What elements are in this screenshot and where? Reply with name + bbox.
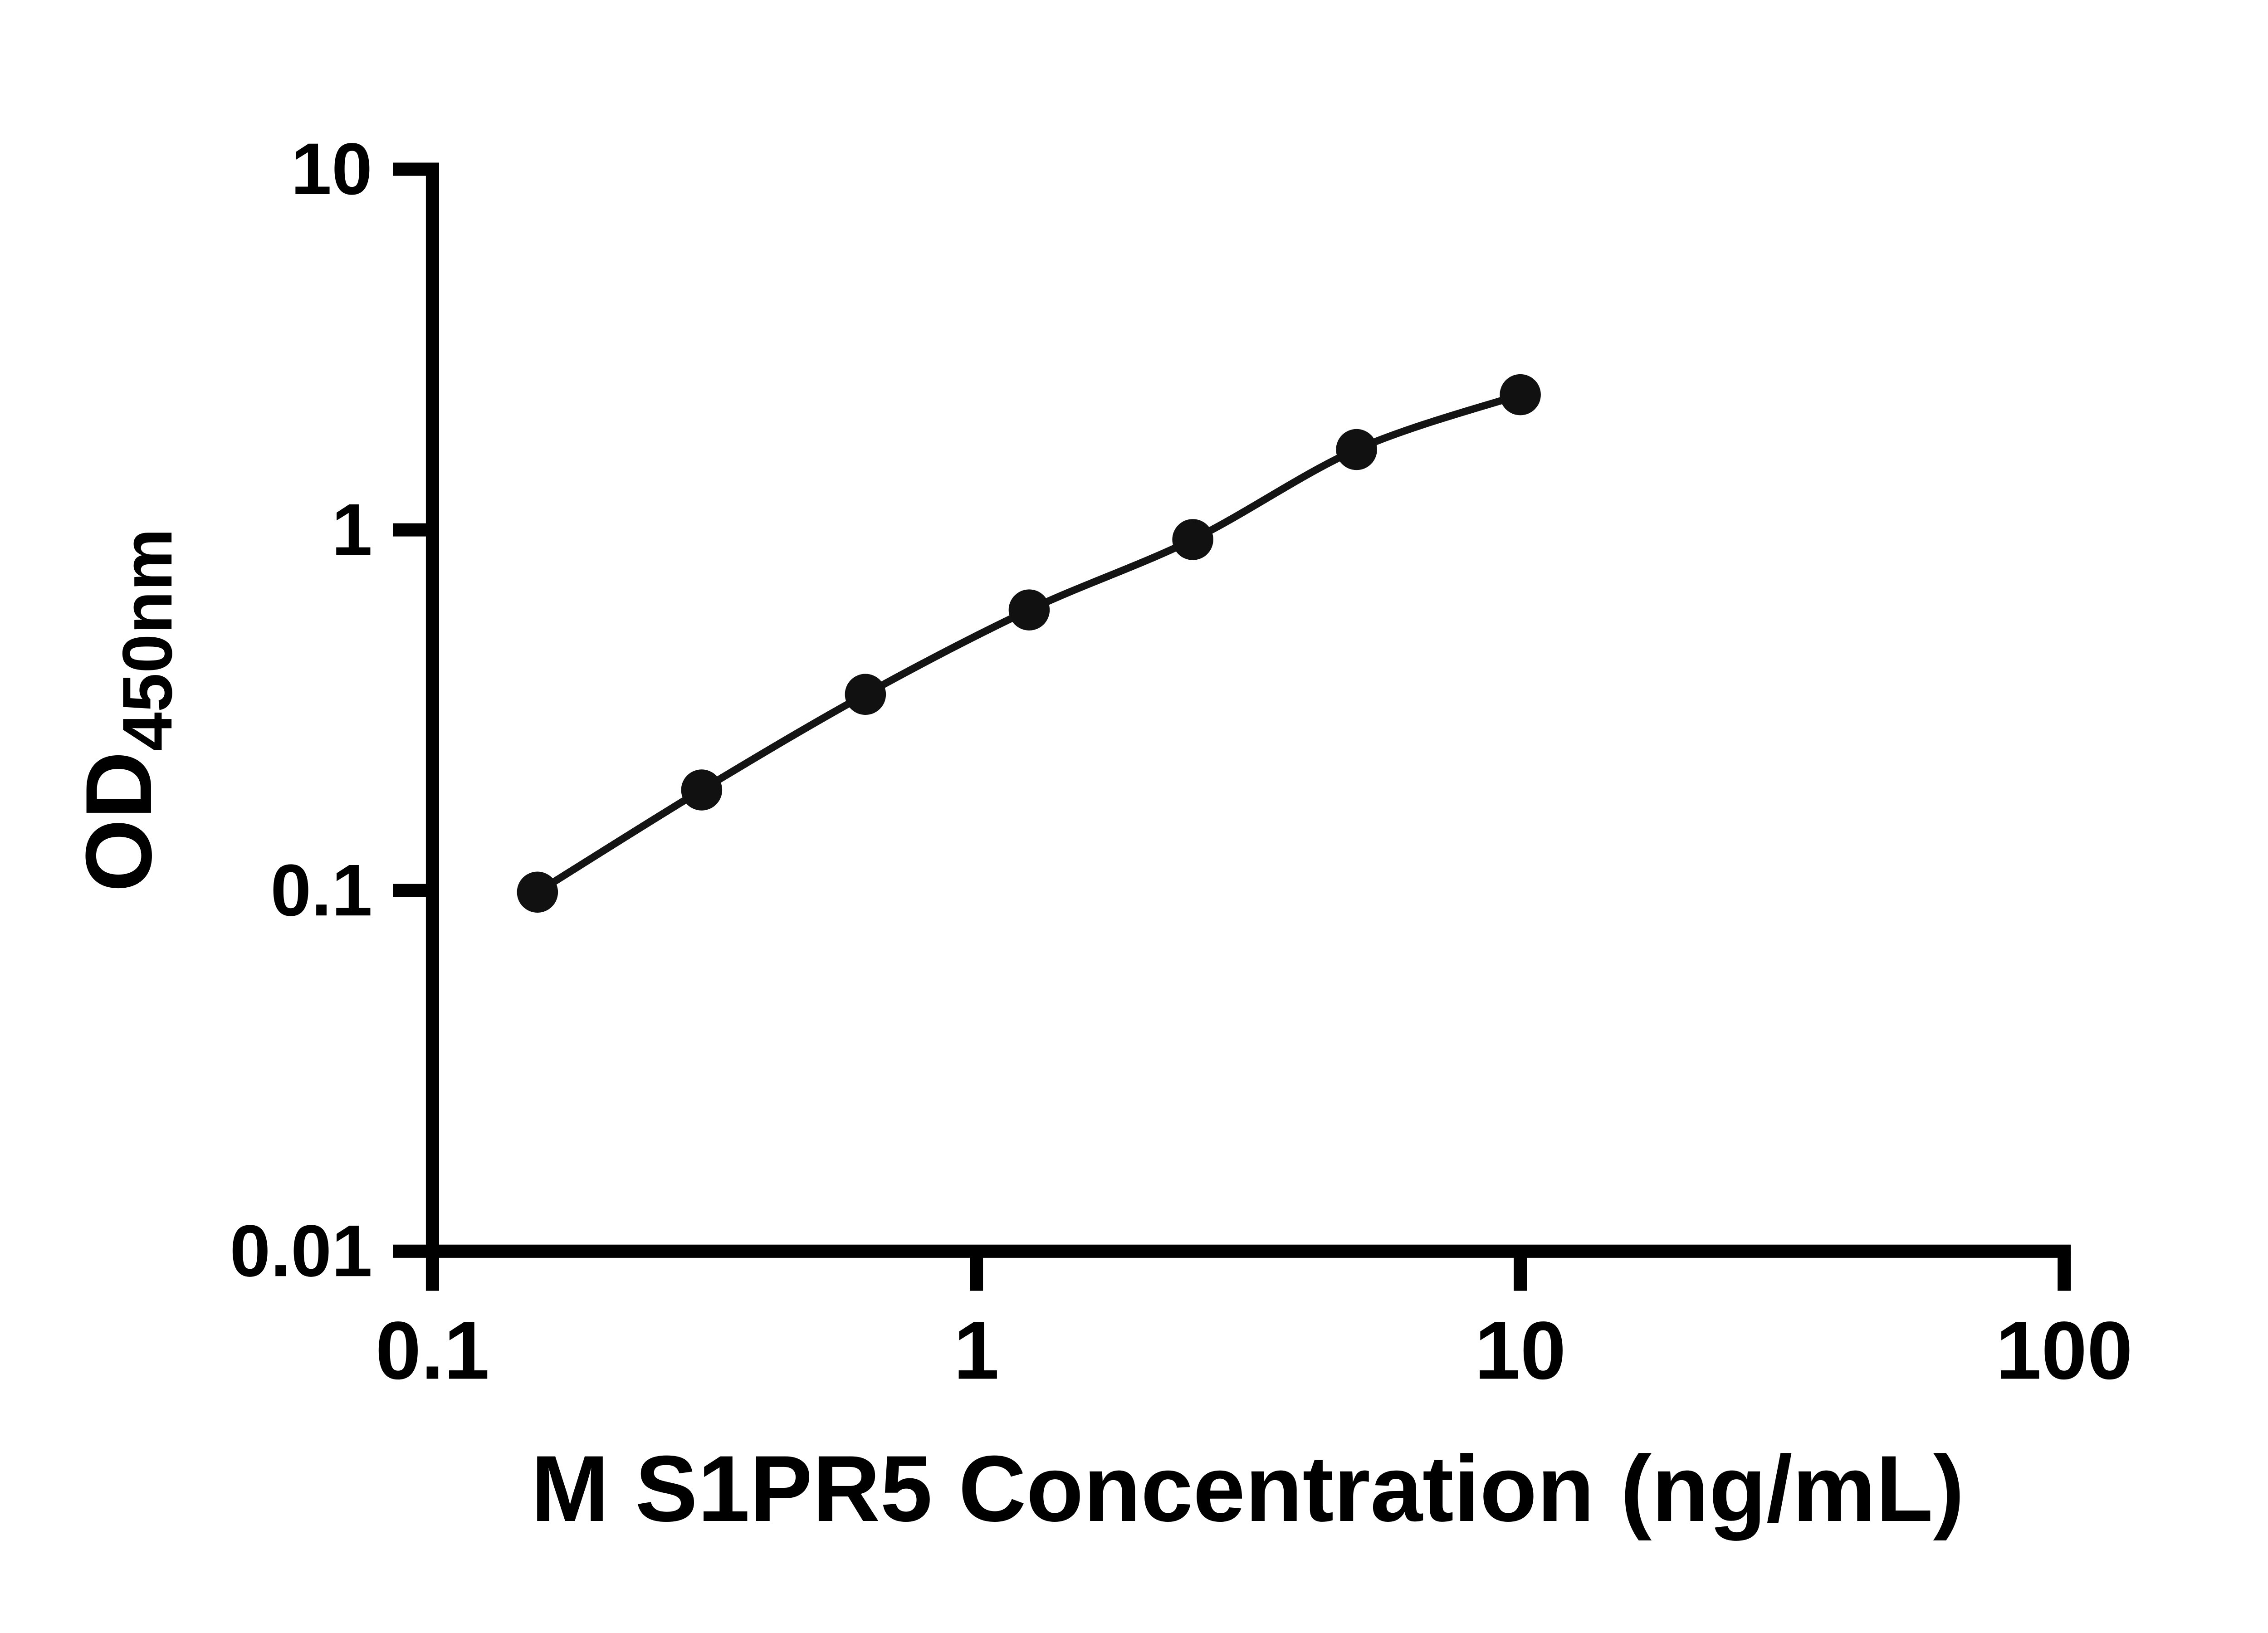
- axis-frame: [425, 162, 2071, 1258]
- x-axis-title: M S1PR5 Concentration (ng/mL): [531, 1436, 1964, 1541]
- x-tick-label: 10: [1475, 1305, 1566, 1396]
- data-point-marker: [1008, 589, 1050, 631]
- y-axis-title-main: OD: [66, 751, 171, 892]
- y-axis-title: OD450nm: [66, 528, 186, 892]
- x-tick-label: 100: [1996, 1305, 2133, 1396]
- y-tick-label: 1: [332, 489, 372, 571]
- y-tick-label: 10: [291, 128, 372, 210]
- data-point-marker: [681, 769, 723, 811]
- standard-curve-line: [533, 391, 1524, 896]
- data-point-marker: [1336, 429, 1377, 470]
- data-point-marker: [517, 871, 558, 913]
- data-point-marker: [1500, 374, 1541, 416]
- data-point-marker: [845, 674, 886, 715]
- y-tick-label: 0.01: [230, 1210, 372, 1292]
- svg-text:OD450nm: OD450nm: [66, 528, 186, 892]
- y-tick-label: 0.1: [270, 850, 372, 931]
- x-tick-label: 0.1: [376, 1305, 490, 1396]
- data-point-marker: [1172, 519, 1213, 560]
- y-axis-title-sub: 450nm: [108, 528, 186, 752]
- x-tick-label: 1: [953, 1305, 999, 1396]
